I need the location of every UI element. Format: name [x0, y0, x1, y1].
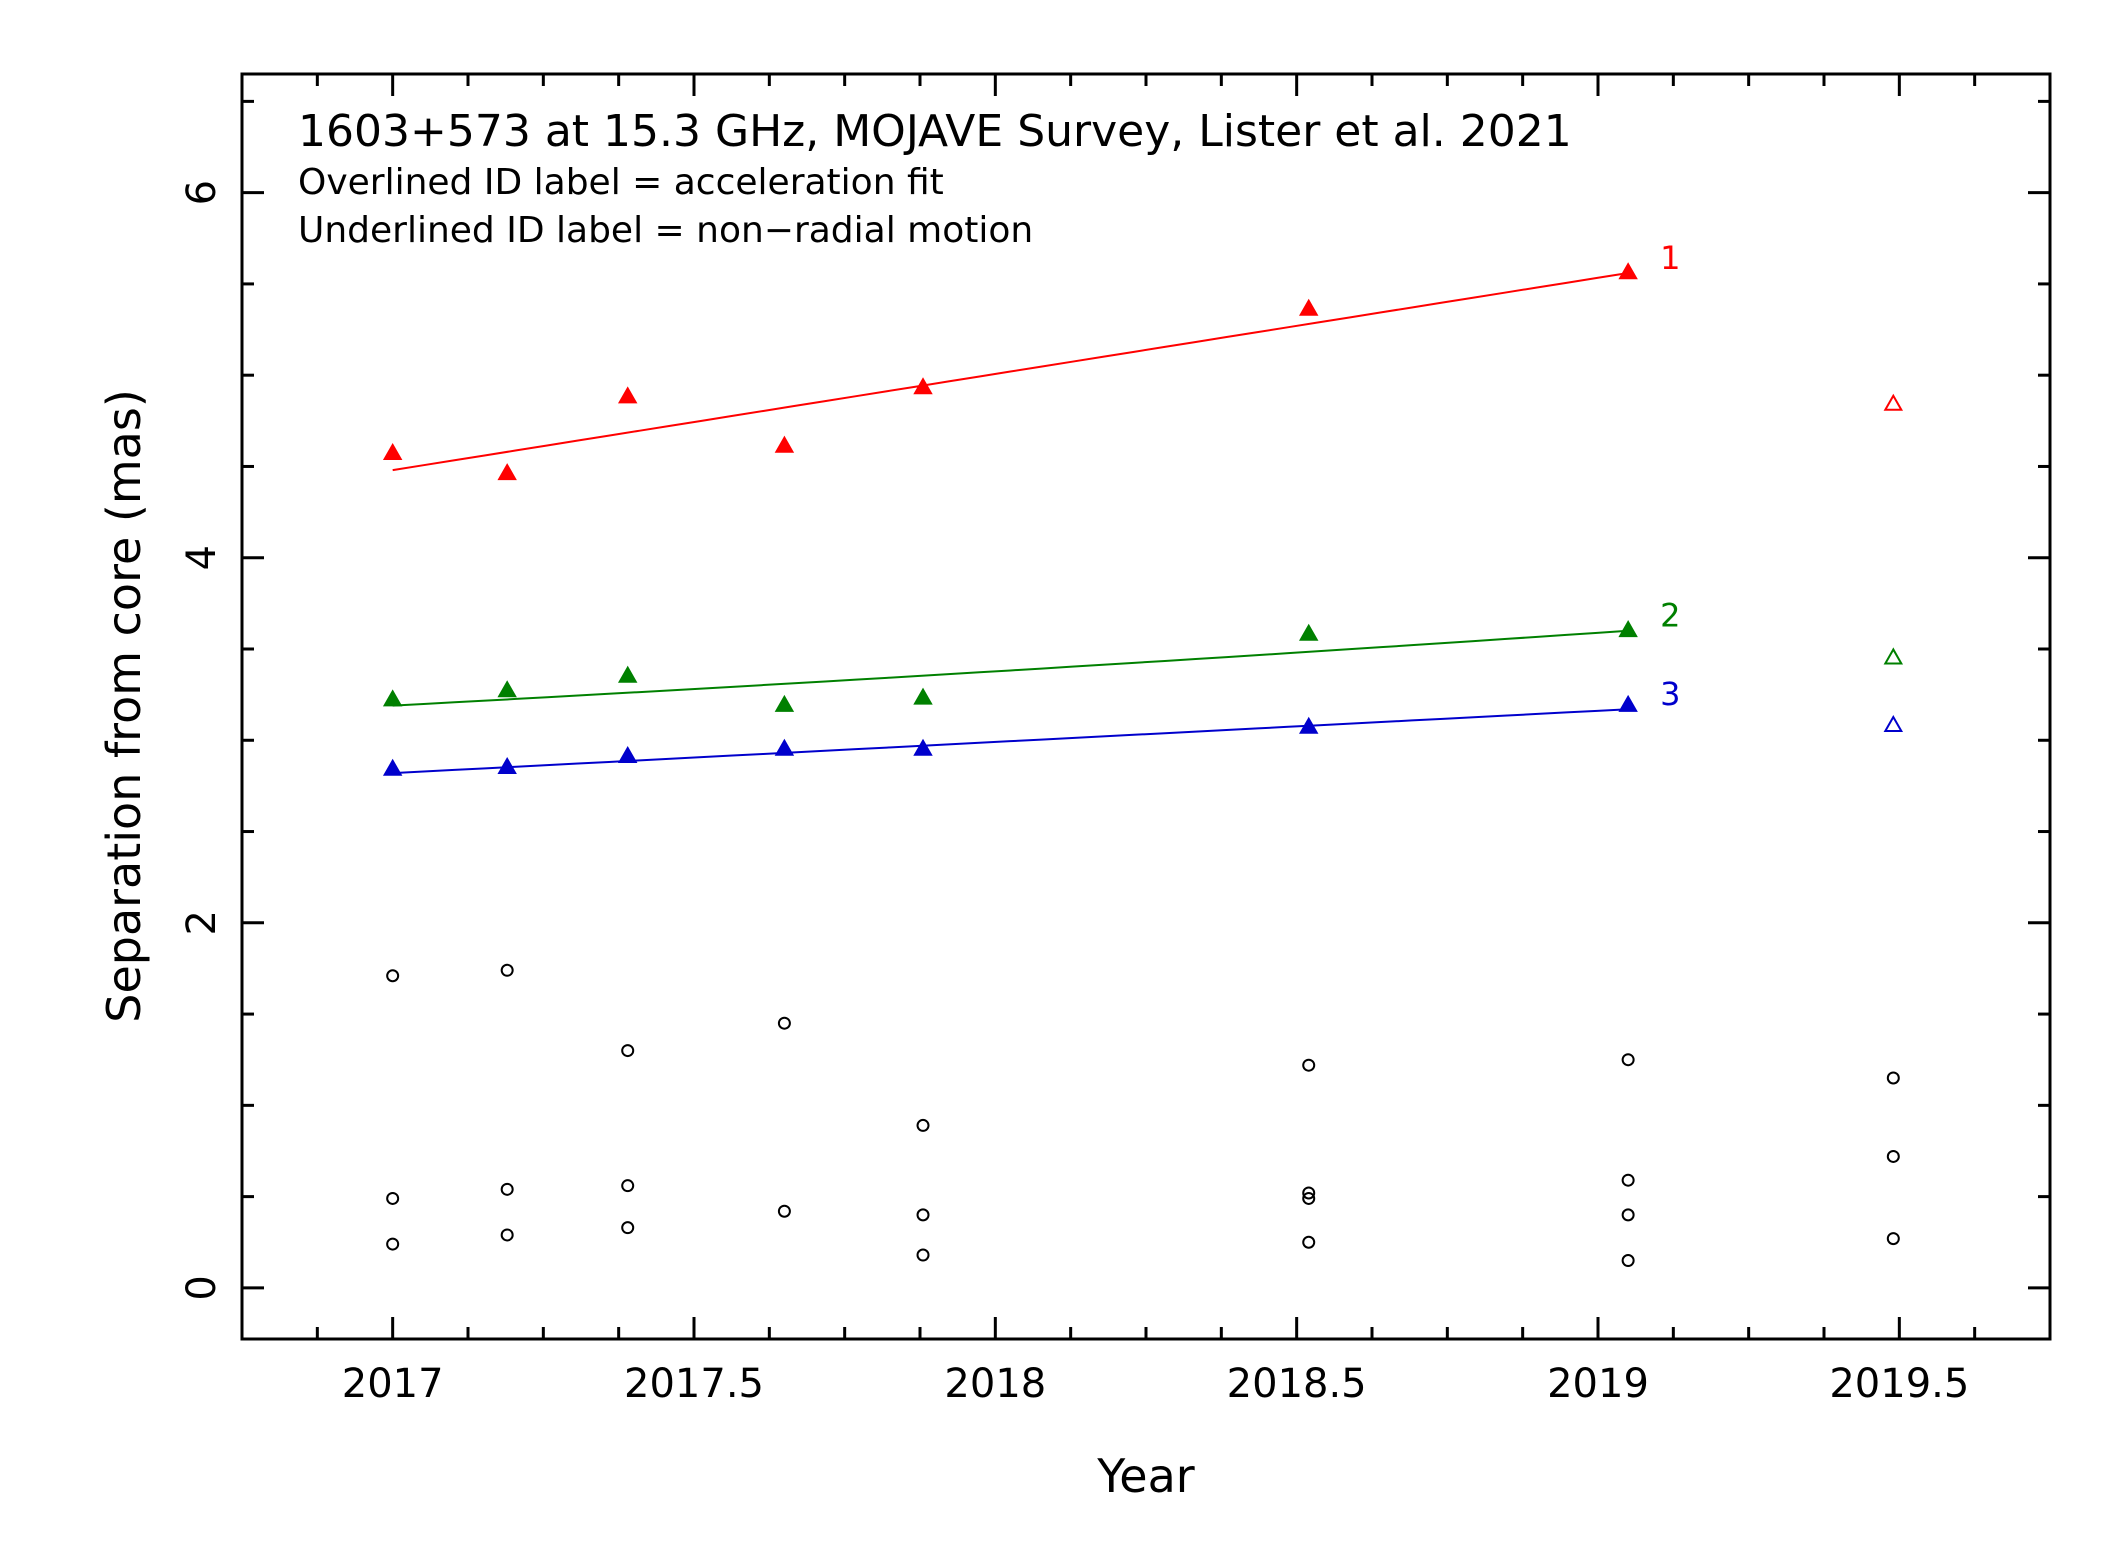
- y-axis-tick-labels: 0 2 4 6: [179, 180, 225, 1301]
- unidentified-component-point: [777, 1204, 791, 1218]
- unidentified-component-point: [621, 1044, 635, 1058]
- component-2-open-point: [1883, 647, 1904, 665]
- y-axis-label: Separation from core (mas): [97, 389, 151, 1023]
- unidentified-component-point: [1302, 1191, 1316, 1205]
- unidentified-component-point: [916, 1118, 930, 1132]
- fit-line-2: [392, 629, 1629, 707]
- unidentified-component-point: [386, 1237, 400, 1251]
- component-3-point: [1618, 694, 1638, 712]
- unidentified-component-point: [1302, 1235, 1316, 1249]
- fit-line-1: [392, 271, 1629, 472]
- unidentified-component-point: [1621, 1254, 1635, 1268]
- component-2-point: [497, 680, 517, 698]
- x-axis-label: Year: [1096, 1449, 1194, 1503]
- unidentified-component-point: [1302, 1058, 1316, 1072]
- component-1-open-point: [1883, 393, 1904, 411]
- component-2-point: [774, 694, 795, 712]
- x-tick-label: 2017.5: [624, 1361, 764, 1407]
- fit-lines: [392, 271, 1629, 775]
- component-id-label-1: 1: [1660, 239, 1680, 277]
- unidentified-component-point: [1886, 1232, 1900, 1246]
- x-tick-label: 2019: [1547, 1361, 1649, 1407]
- component-1-point: [497, 463, 517, 481]
- y-tick-label: 4: [179, 545, 225, 570]
- x-axis-tick-labels: 2017 2017.5 2018 2018.5 2019 2019.5: [342, 1361, 1970, 1407]
- component-3-point: [497, 756, 517, 774]
- component-3-point: [617, 746, 638, 764]
- unidentified-component-point: [777, 1016, 791, 1030]
- x-axis-ticks: [240, 74, 2052, 1339]
- unidentified-component-point: [500, 1182, 514, 1196]
- unidentified-component-point: [1621, 1173, 1635, 1187]
- data-points: [382, 262, 1904, 1268]
- y-tick-label: 6: [179, 180, 225, 205]
- unidentified-component-point: [916, 1248, 930, 1262]
- y-axis-ticks: [242, 99, 2050, 1290]
- component-1-point: [913, 377, 933, 395]
- component-id-label-3: 3: [1660, 675, 1680, 713]
- unidentified-component-point: [1302, 1186, 1316, 1200]
- component-2-point: [913, 687, 933, 705]
- component-2-point: [617, 665, 638, 683]
- unidentified-component-point: [1621, 1208, 1635, 1222]
- fit-line-3: [392, 708, 1629, 775]
- component-3-point: [774, 738, 795, 756]
- annotation-acceleration: Overlined ID label = acceleration fit: [298, 162, 944, 203]
- component-id-labels: 1 2 3: [1660, 239, 1680, 713]
- component-3-point: [913, 738, 933, 756]
- unidentified-component-point: [621, 1179, 635, 1193]
- y-tick-label: 2: [179, 910, 225, 935]
- unidentified-component-point: [500, 1228, 514, 1242]
- component-1-point: [1298, 298, 1319, 316]
- y-tick-label: 0: [179, 1275, 225, 1300]
- unidentified-component-point: [386, 1191, 400, 1205]
- unidentified-component-point: [500, 963, 514, 977]
- component-id-label-2: 2: [1660, 597, 1680, 635]
- component-3-point: [1298, 716, 1319, 734]
- component-1-point: [1618, 262, 1638, 280]
- unidentified-component-point: [621, 1221, 635, 1235]
- chart-title: 1603+573 at 15.3 GHz, MOJAVE Survey, Lis…: [298, 106, 1572, 157]
- component-1-point: [382, 442, 403, 461]
- plot-frame: [240, 72, 2052, 1341]
- unidentified-component-point: [386, 969, 400, 983]
- component-2-point: [382, 689, 403, 707]
- x-tick-label: 2018: [944, 1361, 1046, 1407]
- unidentified-component-point: [916, 1208, 930, 1222]
- unidentified-component-point: [1621, 1053, 1635, 1067]
- annotation-non-radial: Underlined ID label = non−radial motion: [298, 210, 1033, 251]
- component-2-point: [1298, 623, 1319, 641]
- x-tick-label: 2018.5: [1227, 1361, 1367, 1407]
- component-1-point: [774, 435, 795, 453]
- unidentified-component-point: [1886, 1149, 1900, 1163]
- component-2-point: [1618, 620, 1638, 638]
- component-3-point: [382, 758, 403, 776]
- unidentified-component-point: [1886, 1071, 1900, 1085]
- component-3-open-point: [1883, 714, 1904, 732]
- component-1-point: [617, 386, 638, 404]
- x-tick-label: 2017: [342, 1361, 444, 1407]
- x-tick-label: 2019.5: [1829, 1361, 1969, 1407]
